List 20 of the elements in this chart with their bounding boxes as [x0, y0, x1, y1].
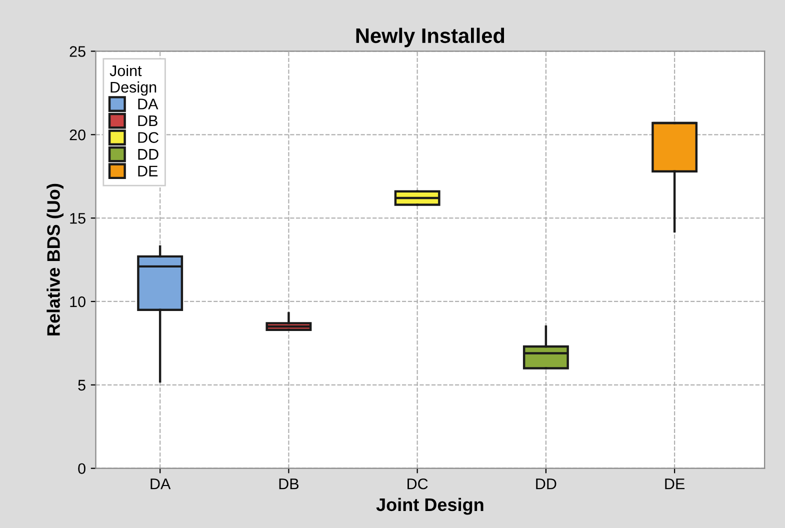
y-axis-title: Relative BDS (Uo) [46, 184, 64, 336]
x-tick-label: DD [536, 478, 556, 490]
chart-title: Newly Installed [356, 28, 504, 48]
legend-label: DC [138, 132, 159, 143]
x-tick-label: DE [665, 478, 685, 490]
y-tick-label: 5 [78, 380, 86, 391]
y-tick-label: 0 [78, 463, 86, 474]
legend-label: DB [138, 116, 158, 126]
legend-label: DD [138, 149, 158, 160]
x-tick-label: DB [279, 478, 299, 490]
x-tick-label: DA [150, 478, 171, 490]
y-tick-label: 10 [70, 296, 86, 308]
y-tick-label: 25 [70, 46, 86, 57]
x-axis-title: Joint Design [376, 498, 484, 515]
legend-label: DE [138, 166, 158, 176]
x-tick-label: DC [408, 478, 428, 490]
legend-label: DA [138, 98, 158, 110]
y-tick-label: 20 [70, 130, 86, 140]
legend-title: Joint Design [110, 64, 156, 96]
y-tick-label: 15 [70, 213, 86, 224]
